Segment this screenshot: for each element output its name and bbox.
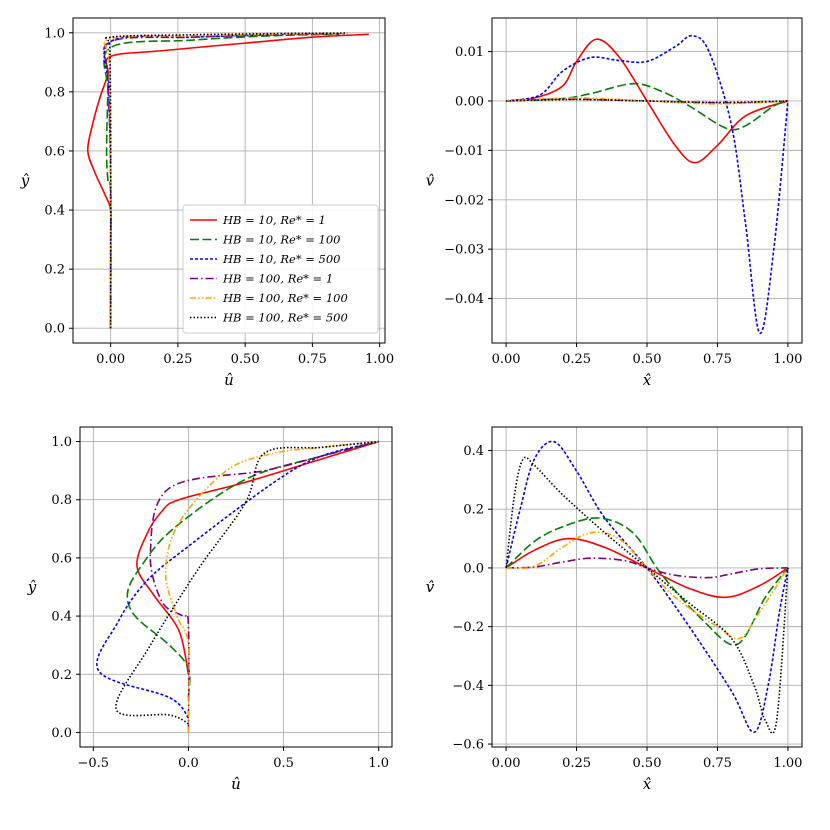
legend-label: HB = 100, Re* = 1 — [222, 272, 333, 286]
x-axis-label: x̂ — [643, 371, 652, 389]
plot-frame — [79, 426, 393, 748]
y-tick-label: 0.4 — [44, 204, 65, 219]
y-tick-label: 0.4 — [51, 610, 72, 625]
series-line-1 — [136, 440, 379, 675]
x-tick-label: 0.25 — [562, 352, 591, 367]
x-tick-label: 1.0 — [368, 756, 389, 771]
y-tick-label: −0.2 — [452, 620, 484, 635]
x-tick-label: 0.75 — [298, 352, 327, 367]
y-tick-label: 0.2 — [463, 503, 484, 518]
series-line-5 — [164, 440, 379, 733]
series-group — [505, 440, 789, 735]
panel-4: 0.00 0.25 0.50 0.75 1.00 0.4 0.2 0.0 −0.2 −0.4 −0.… — [426, 426, 803, 793]
y-tick-label: 0.2 — [51, 668, 72, 683]
series-line-6 — [505, 456, 789, 735]
series-line-6 — [115, 440, 379, 725]
y-tick-label: 0.0 — [51, 726, 72, 741]
series-line-3 — [96, 440, 379, 719]
series-line-1 — [506, 38, 789, 164]
y-tick-label: −0.03 — [444, 243, 484, 258]
y-axis-label: ŷ — [27, 578, 37, 596]
y-tick-label: 0.0 — [44, 322, 65, 337]
series-line-3 — [505, 440, 789, 734]
series-line-2 — [506, 82, 789, 131]
y-tick-label: 0.01 — [455, 45, 484, 60]
y-tick-label: 0.8 — [51, 493, 72, 508]
legend-label: HB = 10, Re* = 100 — [222, 233, 340, 247]
y-tick-label: 0.00 — [455, 94, 484, 109]
x-tick-label: 0.25 — [163, 352, 192, 367]
series-line-3 — [505, 34, 789, 334]
y-tick-label: 0.6 — [51, 551, 72, 566]
x-tick-label: 1.00 — [773, 756, 802, 771]
series-group — [96, 440, 379, 733]
panel-3: −0.5 0.0 0.5 1.0 0.0 0.2 0.4 0.6 0.8 1.0 û ŷ — [27, 426, 393, 793]
x-tick-label: 0.00 — [492, 756, 521, 771]
y-tick-label: −0.04 — [444, 292, 484, 307]
legend-label: HB = 10, Re* = 1 — [222, 213, 326, 227]
x-tick-label: 0.50 — [633, 352, 662, 367]
legend-box — [182, 204, 379, 334]
series-line-5 — [506, 531, 789, 640]
legend-label: HB = 100, Re* = 500 — [222, 311, 348, 325]
series-group — [86, 32, 369, 329]
x-tick-label: −0.5 — [78, 756, 110, 771]
y-tick-label: 0.4 — [463, 444, 484, 459]
legend-label: HB = 100, Re* = 100 — [222, 291, 348, 305]
x-tick-label: 0.00 — [96, 352, 125, 367]
y-tick-label: −0.6 — [452, 738, 484, 753]
x-tick-label: 0.75 — [703, 756, 732, 771]
y-tick-label: −0.02 — [444, 193, 484, 208]
x-tick-label: 0.25 — [562, 756, 591, 771]
series-line-5 — [103, 32, 348, 329]
series-line-6 — [103, 32, 348, 329]
y-tick-label: 0.2 — [44, 263, 65, 278]
legend: HB = 10, Re* = 1 HB = 10, Re* = 100 HB = 1… — [182, 204, 379, 334]
x-tick-label: 0.0 — [178, 756, 199, 771]
x-tick-label: 1.00 — [365, 352, 394, 367]
legend-label: HB = 10, Re* = 500 — [222, 252, 340, 266]
y-tick-label: 1.0 — [44, 26, 65, 41]
y-axis-label: v̂ — [426, 578, 435, 596]
x-axis-label: û — [231, 775, 241, 793]
x-tick-label: 0.00 — [492, 352, 521, 367]
x-tick-label: 0.75 — [703, 352, 732, 367]
x-tick-label: 0.50 — [633, 756, 662, 771]
series-line-4 — [149, 440, 379, 733]
plot-frame — [72, 17, 386, 344]
panel-2: 0.00 0.25 0.50 0.75 1.00 0.01 0.00 −0.01 −0.02 −0… — [426, 17, 803, 389]
x-axis-label: û — [224, 371, 234, 389]
panel-1: 0.00 0.25 0.50 0.75 1.00 0.0 0.2 0.4 0.6 0.8 1.0 û ŷ — [20, 17, 394, 389]
y-axis-label: ŷ — [20, 172, 30, 190]
y-tick-label: −0.01 — [444, 144, 484, 159]
y-tick-label: 1.0 — [51, 435, 72, 450]
y-tick-label: 0.8 — [44, 85, 65, 100]
y-tick-label: 0.0 — [463, 561, 484, 576]
series-group — [505, 34, 789, 334]
x-tick-label: 0.50 — [231, 352, 260, 367]
x-tick-label: 1.00 — [773, 352, 802, 367]
y-axis-label: v̂ — [426, 172, 435, 190]
y-tick-label: 0.6 — [44, 144, 65, 159]
series-line-6 — [506, 98, 788, 104]
x-tick-label: 0.5 — [273, 756, 294, 771]
y-tick-label: −0.4 — [452, 679, 484, 694]
x-axis-label: x̂ — [643, 775, 652, 793]
